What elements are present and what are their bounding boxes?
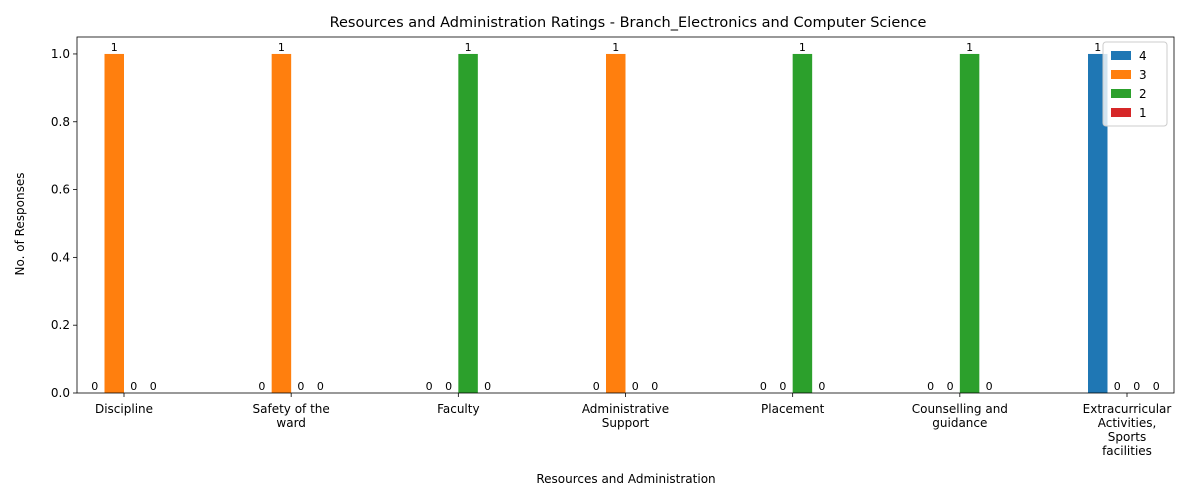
legend-swatch <box>1111 70 1131 79</box>
data-label: 0 <box>632 380 639 393</box>
y-tick-label: 0.0 <box>51 386 70 400</box>
y-tick-label: 1.0 <box>51 47 70 61</box>
data-label: 0 <box>947 380 954 393</box>
x-tick-label: Counselling and guidance <box>912 402 1008 430</box>
data-label: 0 <box>986 380 993 393</box>
bar-7-series-4 <box>1088 53 1108 393</box>
bars-layer <box>104 53 1108 393</box>
axes-layer: Discipline Safety of the ward Faculty Admini… <box>51 36 1175 458</box>
data-label: 1 <box>278 41 285 54</box>
legend-swatch <box>1111 108 1131 117</box>
data-label: 0 <box>150 380 157 393</box>
data-label: 1 <box>111 41 118 54</box>
data-label: 1 <box>1094 41 1101 54</box>
bar-5-series-2 <box>792 53 813 393</box>
legend-label: 1 <box>1139 106 1147 120</box>
y-tick-label: 0.6 <box>51 183 70 197</box>
x-axis-label: Resources and Administration <box>536 472 715 486</box>
chart-title: Resources and Administration Ratings - B… <box>330 15 927 31</box>
data-label: 1 <box>612 41 619 54</box>
x-tick-label: Extracurricular Activities, Sports faciliti… <box>1083 402 1172 458</box>
data-label: 0 <box>1114 380 1121 393</box>
bar-3-series-2 <box>458 53 478 393</box>
legend-label: 2 <box>1139 87 1147 101</box>
x-tick-label: Discipline <box>95 402 153 416</box>
data-label: 1 <box>799 41 806 54</box>
data-label: 0 <box>91 380 98 393</box>
bar-4-series-3 <box>606 53 626 393</box>
data-label: 0 <box>779 380 786 393</box>
x-tick-label: Faculty <box>437 402 480 416</box>
data-label: 0 <box>130 380 137 393</box>
plot-frame <box>76 36 1175 394</box>
y-tick-label: 0.8 <box>51 115 70 129</box>
data-label: 0 <box>426 380 433 393</box>
data-label: 0 <box>445 380 452 393</box>
legend-swatch <box>1111 89 1131 98</box>
bar-2-series-3 <box>271 53 292 393</box>
data-label: 0 <box>484 380 491 393</box>
y-tick-label: 0.2 <box>51 318 70 332</box>
data-label: 0 <box>258 380 265 393</box>
x-tick-label: Placement <box>761 402 825 416</box>
data-label: 0 <box>1153 380 1160 393</box>
bar-1-series-3 <box>104 53 124 393</box>
legend: 4 3 2 1 <box>1102 41 1168 127</box>
legend-label: 4 <box>1139 49 1147 63</box>
data-label: 0 <box>760 380 767 393</box>
legend-box <box>1102 41 1168 127</box>
data-label: 0 <box>927 380 934 393</box>
legend-swatch <box>1111 51 1131 60</box>
x-tick-label: Administrative Support <box>582 402 669 430</box>
data-label: 0 <box>317 380 324 393</box>
data-label: 0 <box>297 380 304 393</box>
data-label: 0 <box>651 380 658 393</box>
data-label: 0 <box>818 380 825 393</box>
x-tick-label: Safety of the ward <box>253 402 330 430</box>
y-axis-label: No. of Responses <box>13 172 27 275</box>
legend-label: 3 <box>1139 68 1147 82</box>
data-label: 0 <box>593 380 600 393</box>
data-label: 1 <box>966 41 973 54</box>
bar-6-series-2 <box>959 53 980 393</box>
data-label: 1 <box>465 41 472 54</box>
data-label: 0 <box>1133 380 1140 393</box>
y-tick-label: 0.4 <box>51 250 70 264</box>
